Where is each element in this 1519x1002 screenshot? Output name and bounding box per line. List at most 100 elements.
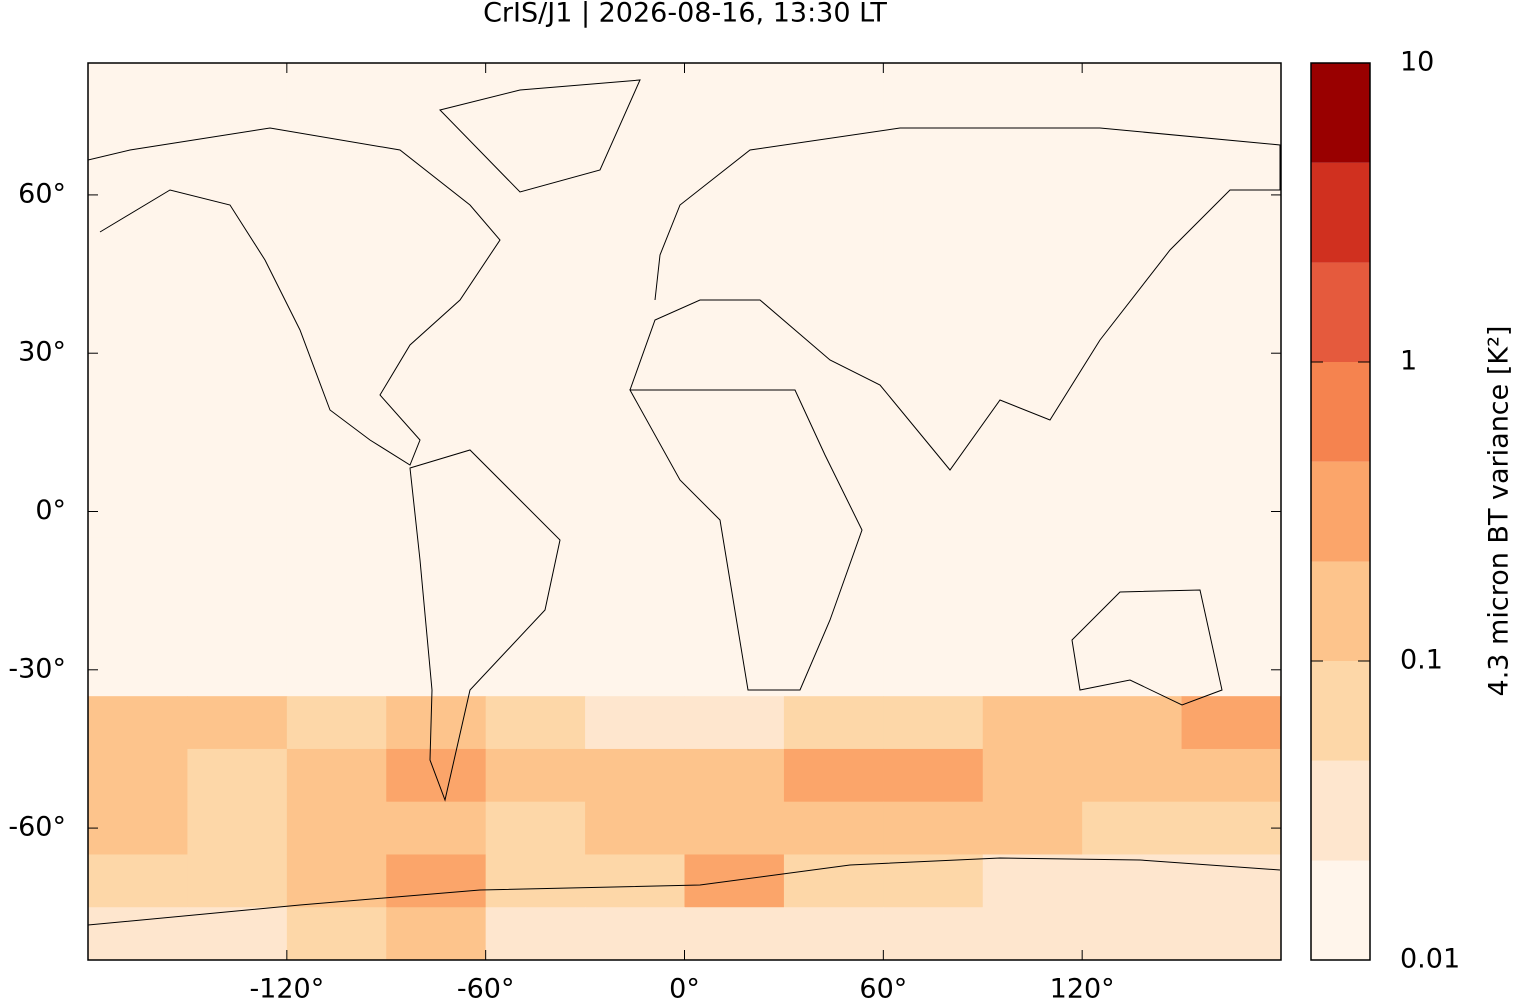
field-cell (982, 379, 1083, 433)
field-cell (1082, 696, 1183, 750)
field-cell (485, 485, 586, 539)
field-cell (88, 537, 188, 592)
field-cell (883, 379, 984, 433)
field-cell (684, 221, 785, 275)
field-cell (485, 221, 586, 275)
field-cell (88, 854, 188, 908)
field-cell (883, 485, 984, 539)
field-cell (883, 907, 984, 960)
field-cell (1082, 643, 1183, 697)
field-cell (187, 590, 288, 644)
field-cell (286, 63, 387, 117)
field-cell (1181, 326, 1281, 381)
field-cell (286, 643, 387, 697)
field-cell (1181, 379, 1281, 433)
field-cell (1082, 590, 1183, 644)
field-cell (883, 221, 984, 275)
colorbar-tick-label: 0.01 (1400, 944, 1460, 975)
field-cell (187, 326, 288, 381)
field-cell (1082, 274, 1183, 328)
field-cell (585, 485, 685, 539)
field-cell (88, 115, 188, 170)
field-cell (783, 274, 884, 328)
field-cell (286, 115, 387, 170)
colorbar-band (1311, 661, 1370, 761)
coastline (88, 127, 501, 466)
field-cell (585, 590, 685, 644)
field-cell (783, 326, 884, 381)
field-cell (783, 643, 884, 697)
field-cell (187, 63, 288, 117)
field-cell (684, 854, 785, 908)
colorbar-tick-label: 1 (1400, 346, 1417, 377)
field-cell (883, 274, 984, 328)
colorbar-band (1311, 461, 1370, 562)
field-cell (485, 907, 586, 960)
field-cell (585, 854, 685, 908)
y-tick-label: 0° (35, 495, 66, 526)
field-cell (1082, 63, 1183, 117)
field-cell (386, 696, 487, 750)
field-cell (1181, 748, 1281, 803)
field-cell (684, 432, 785, 486)
field-cell (1181, 696, 1281, 750)
field-cell (286, 748, 387, 803)
field-cell (386, 221, 487, 275)
field-cell (187, 115, 288, 170)
field-cell (783, 379, 884, 433)
field-cell (982, 590, 1083, 644)
colorbar-frame (1310, 62, 1371, 961)
field-cell (585, 537, 685, 592)
field-cell (982, 432, 1083, 486)
field-cell (783, 168, 884, 222)
field-cell (386, 590, 487, 644)
field-cell (286, 432, 387, 486)
field-cell (1082, 485, 1183, 539)
field-cell (585, 115, 685, 170)
field-cell (883, 590, 984, 644)
field-cell (286, 537, 387, 592)
field-cell (982, 854, 1083, 908)
field-cell (585, 63, 685, 117)
field-cell (88, 748, 188, 803)
field-cell (1082, 115, 1183, 170)
field-cell (883, 696, 984, 750)
field-cell (286, 379, 387, 433)
field-cell (585, 326, 685, 381)
field (88, 63, 1281, 960)
field-cell (485, 63, 586, 117)
field-cell (1082, 168, 1183, 222)
field-cell (187, 696, 288, 750)
field-cell (783, 854, 884, 908)
field-cell (88, 696, 188, 750)
x-tick-label: -120° (249, 974, 324, 1002)
x-tick-label: -60° (457, 974, 515, 1002)
field-cell (88, 432, 188, 486)
colorbar-label: 4.3 micron BT variance [K²] (1484, 326, 1515, 697)
colorbar-band (1311, 362, 1370, 462)
field-cell (88, 274, 188, 328)
field-cell (883, 537, 984, 592)
field-cell (982, 537, 1083, 592)
field-cell (88, 63, 188, 117)
field-cell (485, 537, 586, 592)
field-cell (485, 643, 586, 697)
coastline (1071, 589, 1223, 706)
field-cell (485, 115, 586, 170)
coastline (409, 449, 561, 802)
field-cell (88, 168, 188, 222)
field-cell (187, 274, 288, 328)
field-cell (485, 801, 586, 855)
field-cell (684, 537, 785, 592)
field-cell (684, 696, 785, 750)
field-cell (286, 696, 387, 750)
colorbar-band (1311, 262, 1370, 362)
field-cell (1082, 432, 1183, 486)
field-cell (783, 590, 884, 644)
field-cell (386, 801, 487, 855)
field-cell (883, 326, 984, 381)
field-cell (485, 696, 586, 750)
field-cell (286, 801, 387, 855)
colorbar-tick-label: 10 (1400, 47, 1434, 78)
